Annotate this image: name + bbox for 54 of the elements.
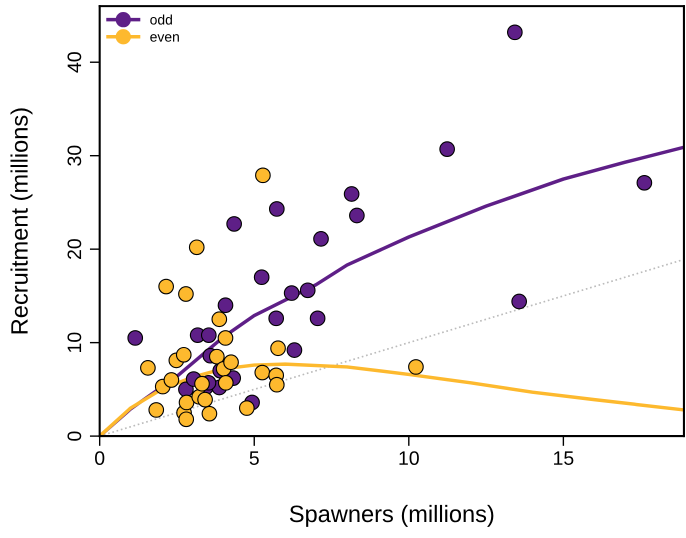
y-tick-label: 0 [67,431,82,441]
point [188,239,205,256]
point [254,269,270,286]
point [313,231,329,247]
point [176,346,192,363]
x-tick-label: 0 [95,451,104,465]
point [507,24,523,40]
point [127,330,144,346]
point [255,167,271,184]
y-tick-label: 30 [67,146,82,166]
point [197,392,213,408]
point [148,402,164,418]
point [178,286,194,302]
point [158,278,174,294]
point [270,340,286,356]
x-tick-label: 15 [554,451,574,465]
point [439,141,455,157]
y-axis-title: Recruitment (millions) [10,108,32,334]
x-axis-title: Spawners (millions) [290,504,494,527]
point [268,201,285,217]
point [218,374,234,391]
x-tick-label: 10 [399,451,419,465]
point [223,354,239,370]
point [254,364,270,380]
point [209,348,225,364]
point [178,411,194,428]
point [211,311,228,328]
point [238,400,255,416]
point [636,174,652,191]
point [202,406,218,422]
point [200,327,217,343]
point [178,394,194,410]
point [268,310,284,326]
point [310,310,326,326]
y-tick-label: 20 [67,239,82,259]
y-tick-label: 10 [67,332,82,352]
legend-label: even [150,34,179,42]
point [140,360,156,376]
point [194,376,210,392]
point [226,216,242,232]
point [408,359,424,375]
point [268,376,285,393]
point [286,342,302,358]
point [284,285,300,301]
point [218,330,234,346]
point [300,282,316,298]
point [344,186,360,202]
legend-label: odd [150,14,172,25]
point [218,297,234,314]
point [511,294,528,310]
point [349,208,365,224]
point [164,372,180,388]
y-tick-label: 40 [67,52,82,73]
x-tick-label: 5 [250,451,259,465]
